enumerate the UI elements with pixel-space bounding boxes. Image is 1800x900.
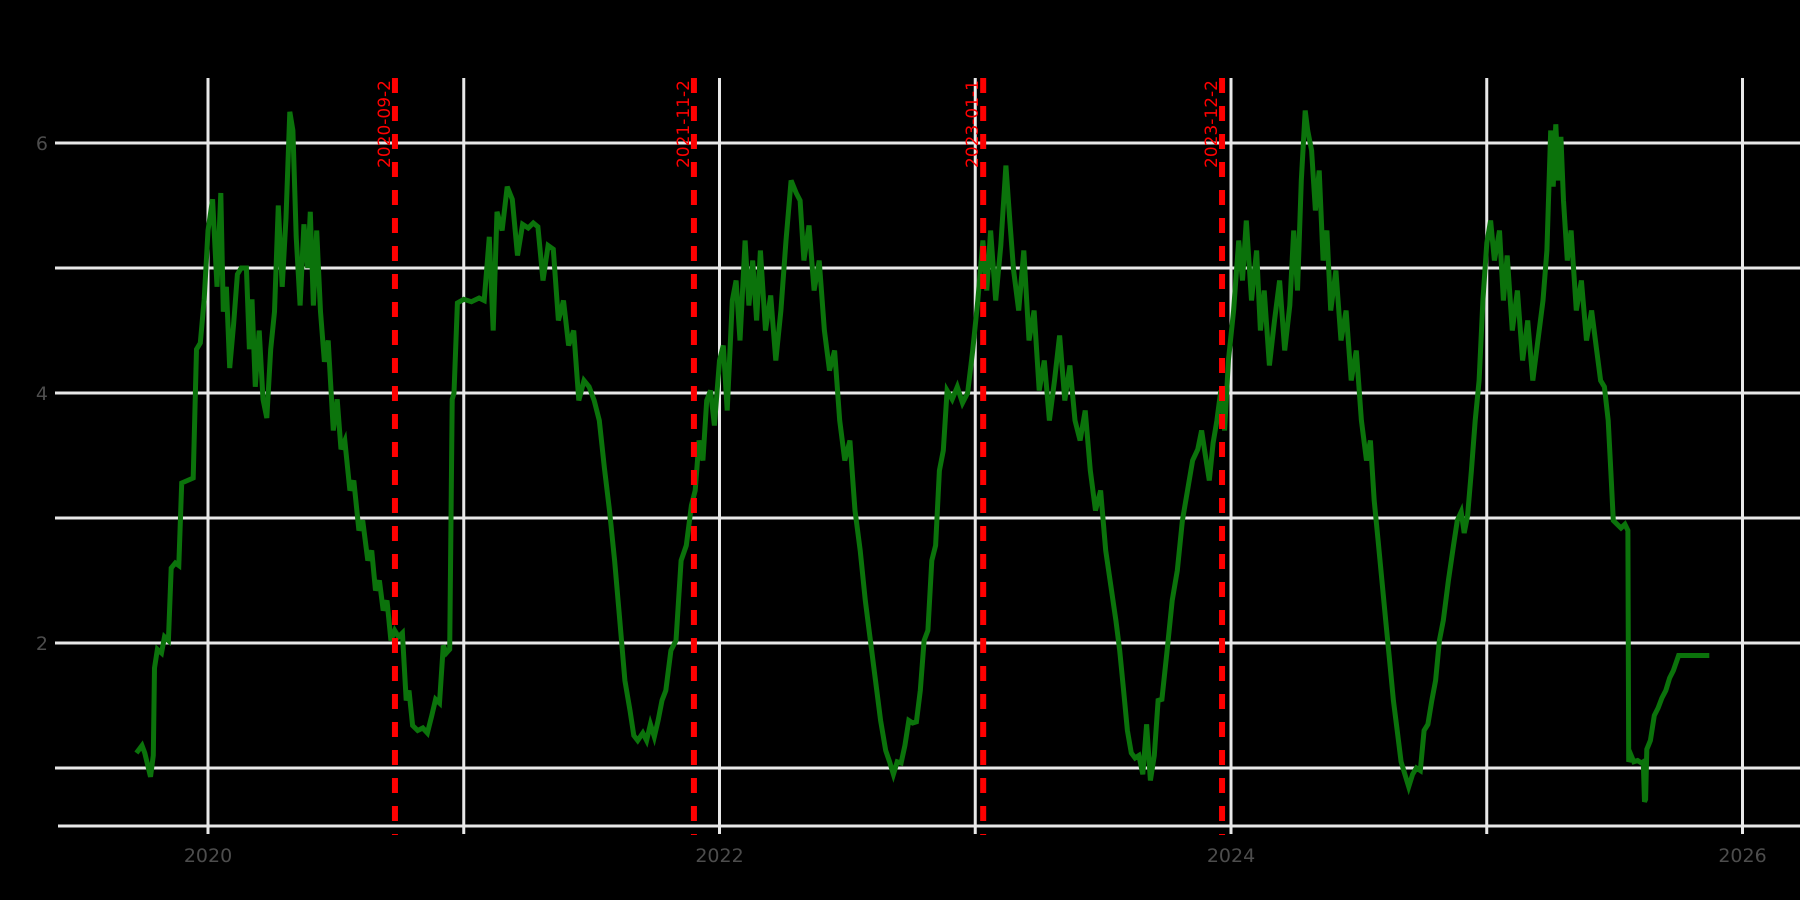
gridlines — [55, 78, 1800, 834]
event-date-label: 2020-09-2 — [375, 80, 395, 168]
y-tick-label: 2 — [36, 633, 48, 655]
axis-tick-labels: 2020 2022 2024 2026 2 4 6 — [36, 133, 1767, 867]
event-date-label: 2023-12-2 — [1202, 80, 1222, 168]
x-tick-label: 2026 — [1718, 845, 1766, 867]
event-date-label: 2021-11-2 — [674, 80, 694, 168]
data-series-line — [134, 110, 1710, 803]
y-tick-label: 4 — [36, 383, 48, 405]
y-tick-label: 6 — [36, 133, 48, 155]
event-date-label: 2023-01-1 — [963, 80, 983, 168]
series-polyline — [134, 110, 1710, 803]
x-tick-label: 2022 — [695, 845, 743, 867]
event-vertical-lines — [391, 78, 1226, 835]
x-tick-label: 2024 — [1207, 845, 1255, 867]
event-line-labels: 2020-09-2 2021-11-2 2023-01-1 2023-12-2 — [375, 80, 1222, 168]
x-tick-label: 2020 — [184, 845, 232, 867]
